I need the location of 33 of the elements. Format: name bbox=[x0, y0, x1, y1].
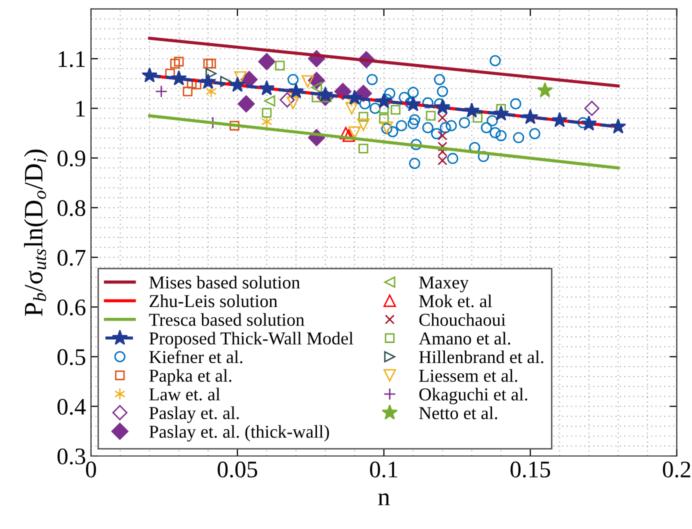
text: P$_{b}$/σ$_{uts}$ln(D$_{o}$/D$_{i}$) bbox=[24, 150, 48, 316]
legend-label: Okaguchi et al. bbox=[419, 388, 528, 404]
legend-label: Kiefner et al. bbox=[149, 350, 242, 364]
x-tick-label: 0.15 bbox=[510, 462, 550, 478]
y-tick-label: 0.9 bbox=[58, 150, 86, 167]
legend-label: Netto et al. bbox=[419, 406, 498, 420]
legend-label: Papka et al. bbox=[149, 369, 232, 386]
legend-label: Paslay et. al. (thick-wall) bbox=[149, 425, 329, 442]
legend-label: Mises based solution bbox=[149, 276, 300, 289]
x-tick-label: 0.2 bbox=[662, 462, 690, 478]
y-tick-label: 0.4 bbox=[58, 398, 86, 415]
x-tick-label: 0.05 bbox=[218, 462, 258, 478]
x-axis-title: n bbox=[378, 493, 390, 506]
legend-label: Law et. al bbox=[149, 388, 220, 401]
y-tick-label: 0.3 bbox=[58, 448, 86, 465]
legend-label: Tresca based solution bbox=[149, 313, 304, 326]
legend-label: Liessem et al. bbox=[419, 369, 518, 382]
y-tick-label: 0.5 bbox=[58, 349, 86, 366]
legend-label: Chouchaoui bbox=[419, 313, 506, 326]
legend-label: Maxey bbox=[419, 276, 469, 292]
y-tick-label: 0.6 bbox=[58, 299, 86, 316]
x-tick-label: 0.1 bbox=[370, 462, 398, 478]
legend-label: Amano et al. bbox=[418, 332, 510, 345]
y-tick-label: 1.1 bbox=[58, 51, 85, 68]
legend-label: Paslay et. al. bbox=[149, 406, 239, 423]
legend-label: Zhu-Leis solution bbox=[150, 294, 278, 308]
x-tick-label: 0 bbox=[86, 462, 96, 478]
y-tick-label: 0.7 bbox=[58, 250, 86, 266]
y-tick-label: 1 bbox=[76, 100, 85, 117]
legend-label: Proposed Thick-Wall Model bbox=[149, 332, 354, 348]
legend-label: Mok et. al bbox=[419, 294, 492, 308]
y-tick-label: 0.8 bbox=[58, 200, 86, 216]
legend-label: Hillenbrand et al. bbox=[419, 350, 544, 364]
